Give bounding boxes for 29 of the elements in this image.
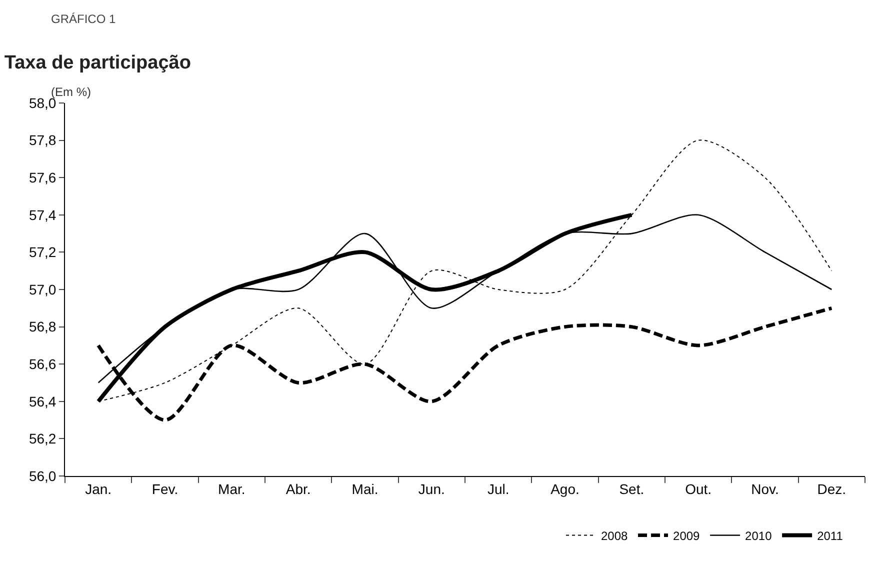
x-tick-label: Mar.: [218, 480, 246, 497]
x-tick-label: Dez.: [817, 480, 846, 497]
x-tick-label: Ago.: [550, 480, 580, 497]
y-tick-label: 57,8: [28, 132, 56, 148]
y-tick-label: 56,2: [28, 430, 56, 447]
x-tick-label: Jun.: [418, 480, 445, 497]
x-tick-label: Nov.: [751, 480, 779, 497]
x-tick-label: Abr.: [286, 480, 311, 497]
y-tick-label: 56,4: [28, 393, 56, 410]
chart-subtitle: (Em %): [51, 85, 91, 99]
x-tick-label: Mai.: [352, 480, 378, 497]
legend-label: 2009: [673, 528, 700, 543]
y-tick-label: 56,6: [28, 356, 56, 372]
y-tick-label: 57,4: [28, 206, 56, 223]
x-tick-label: Set.: [619, 480, 644, 497]
legend-label: 2008: [601, 528, 628, 543]
x-tick-label: Fev.: [152, 480, 178, 497]
x-tick-label: Jul.: [487, 480, 510, 497]
x-tick-label: Jan.: [85, 480, 112, 497]
y-tick-label: 57,2: [28, 244, 56, 260]
y-tick-label: 57,6: [28, 170, 56, 186]
y-tick-label: 57,0: [28, 281, 56, 298]
y-tick-label: 56,8: [28, 318, 56, 335]
chart-title: Taxa de participação: [4, 52, 191, 74]
y-tick-label: 56,0: [28, 468, 56, 484]
x-tick-label: Out.: [685, 480, 712, 497]
legend-label: 2010: [745, 528, 772, 543]
legend-label: 2011: [817, 528, 844, 543]
text: GRÁFICO 1: [51, 12, 116, 26]
